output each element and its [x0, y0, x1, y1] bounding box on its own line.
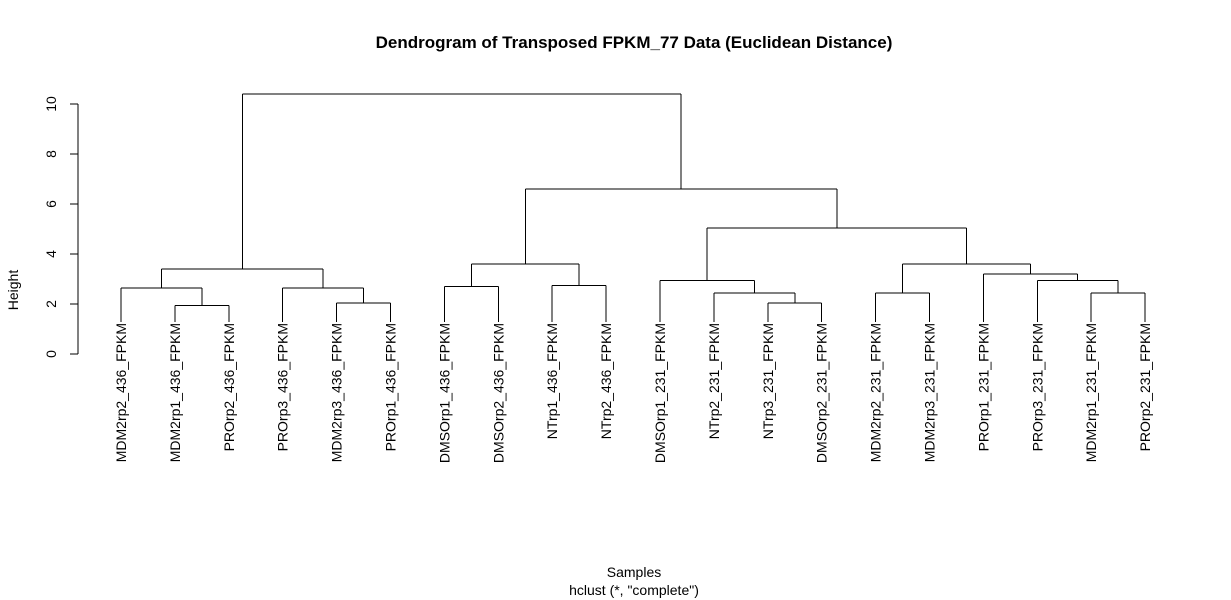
y-tick-label: 8 — [43, 150, 59, 158]
leaf-label: NTrp1_436_FPKM — [544, 323, 560, 439]
y-axis-label: Height — [5, 270, 21, 311]
y-tick-label: 4 — [43, 250, 59, 258]
leaf-label: PROrp1_231_FPKM — [975, 323, 991, 451]
leaf-label: DMSOrp1_436_FPKM — [436, 323, 452, 463]
y-tick-label: 0 — [43, 350, 59, 358]
leaf-label: PROrp1_436_FPKM — [383, 323, 399, 451]
leaf-label: MDM2rp3_231_FPKM — [922, 323, 938, 462]
leaf-label: PROrp3_436_FPKM — [275, 323, 291, 451]
dendrogram-tree — [121, 94, 1145, 322]
y-tick-label: 10 — [43, 96, 59, 112]
x-axis-label: Samples — [607, 564, 661, 580]
leaf-label: MDM2rp1_436_FPKM — [167, 323, 183, 462]
leaf-labels: MDM2rp2_436_FPKM MDM2rp1_436_FPKM PROrp2_4… — [113, 323, 1153, 463]
leaf-label: NTrp2_436_FPKM — [598, 323, 614, 439]
leaf-label: PROrp3_231_FPKM — [1029, 323, 1045, 451]
leaf-label: NTrp2_231_FPKM — [706, 323, 722, 439]
y-tick-label: 6 — [43, 200, 59, 208]
hclust-method-label: hclust (*, "complete") — [569, 582, 699, 598]
leaf-label: DMSOrp2_436_FPKM — [490, 323, 506, 463]
leaf-label: MDM2rp2_436_FPKM — [113, 323, 129, 462]
y-axis: 0 2 4 6 8 10 — [43, 96, 78, 358]
y-tick-label: 2 — [43, 300, 59, 308]
leaf-label: MDM2rp1_231_FPKM — [1083, 323, 1099, 462]
leaf-label: PROrp2_436_FPKM — [221, 323, 237, 451]
leaf-label: MDM2rp3_436_FPKM — [329, 323, 345, 462]
leaf-label: DMSOrp1_231_FPKM — [652, 323, 668, 463]
leaf-label: DMSOrp2_231_FPKM — [814, 323, 830, 463]
leaf-label: MDM2rp2_231_FPKM — [868, 323, 884, 462]
leaf-label: NTrp3_231_FPKM — [760, 323, 776, 439]
leaf-label: PROrp2_231_FPKM — [1137, 323, 1153, 451]
chart-title: Dendrogram of Transposed FPKM_77 Data (E… — [376, 33, 893, 52]
